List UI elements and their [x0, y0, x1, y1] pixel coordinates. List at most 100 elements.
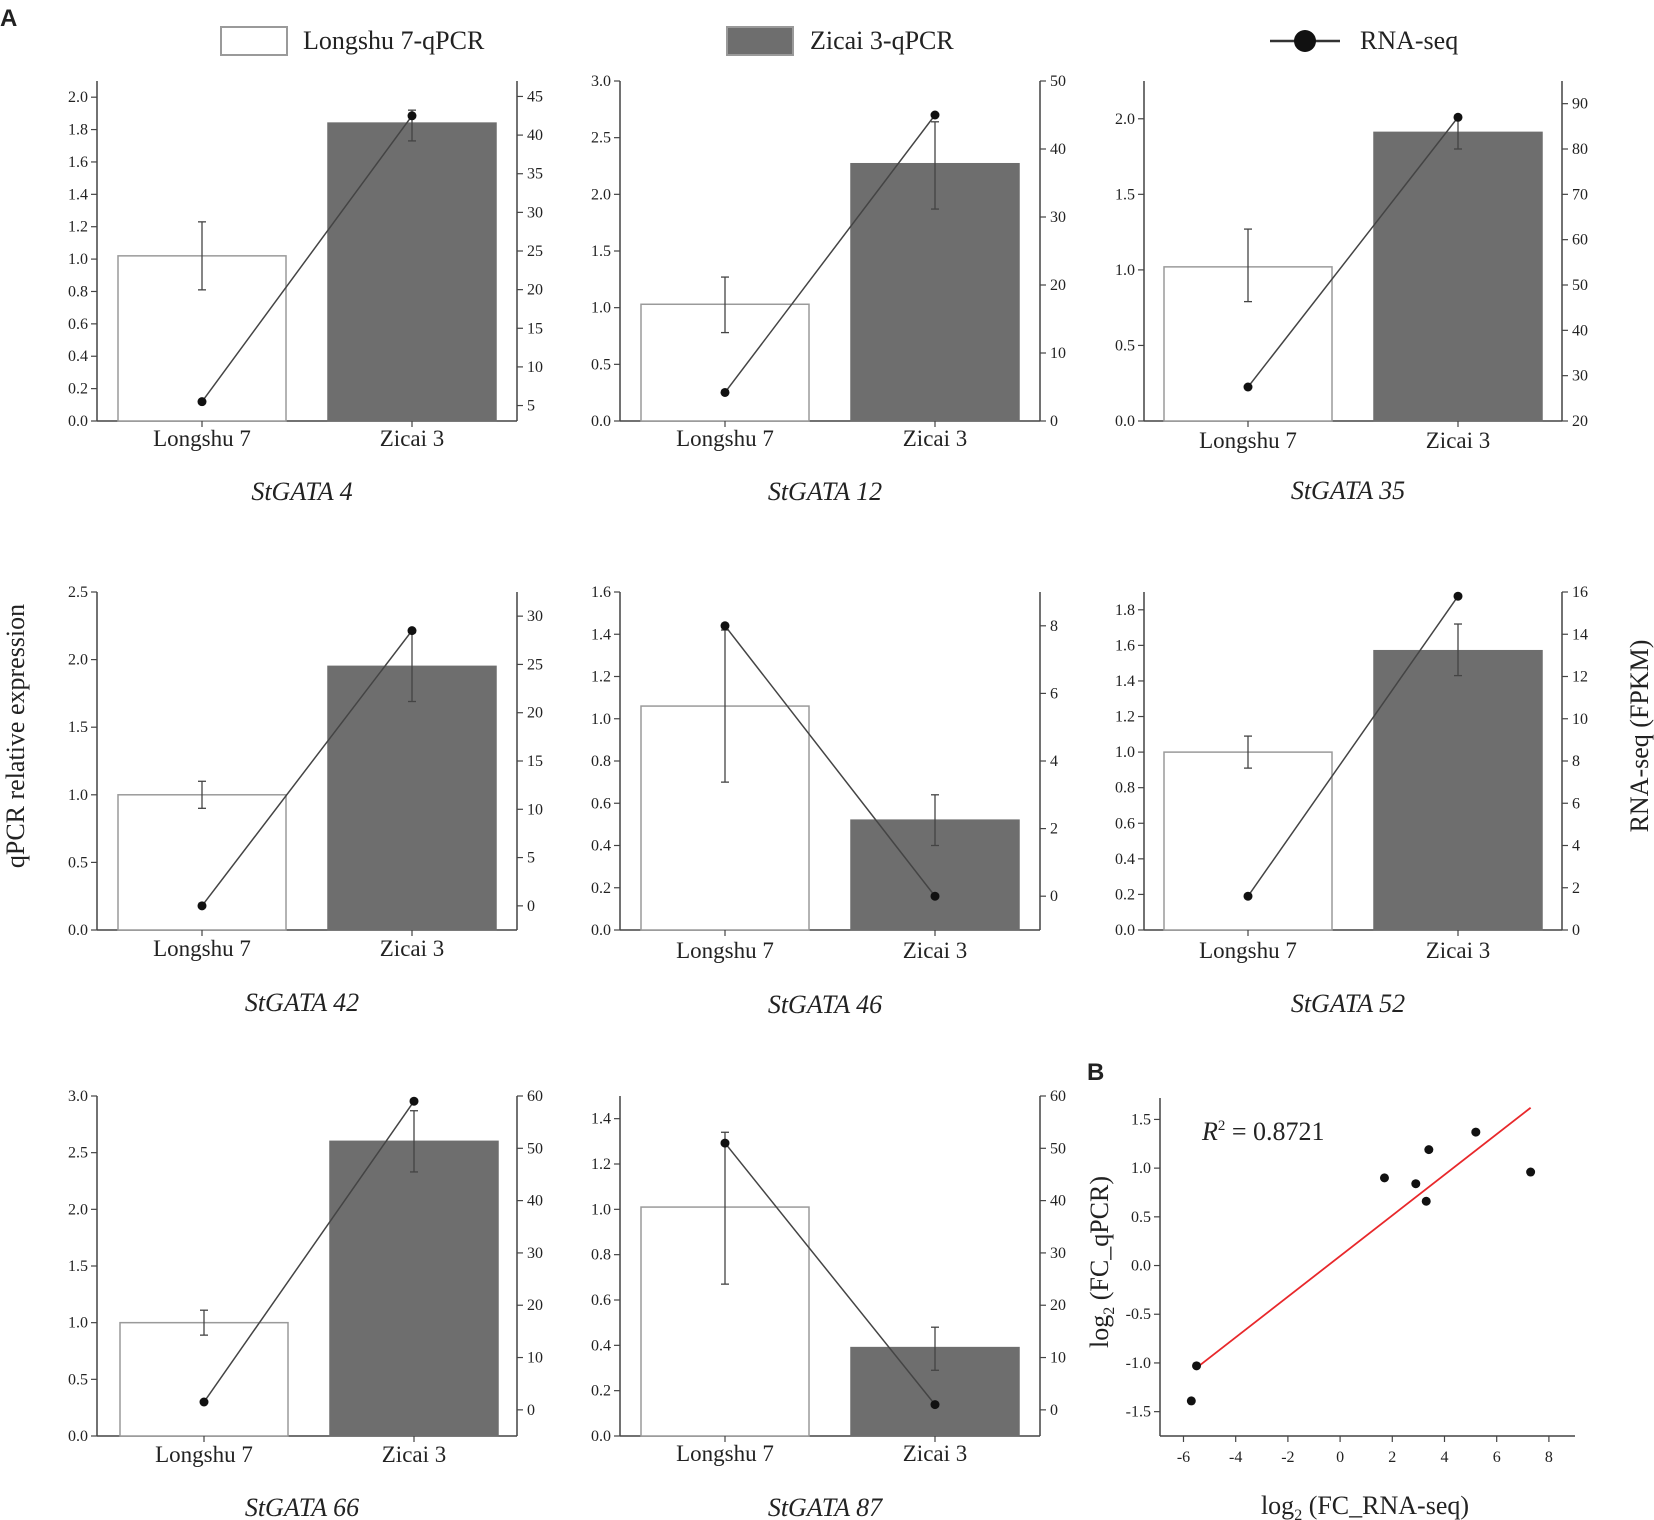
- x-category-label: Zicai 3: [1426, 428, 1491, 453]
- rna-seq-line: [201, 115, 413, 403]
- y2-tick-label: 80: [1572, 141, 1588, 158]
- x-category-label: Zicai 3: [1426, 938, 1491, 963]
- y2-tick-label: 60: [1572, 232, 1588, 249]
- y2-tick-label: 40: [1050, 141, 1066, 158]
- y2-tick-label: 30: [527, 1245, 543, 1262]
- y2-tick-label: 10: [1050, 1350, 1066, 1367]
- y2-tick-label: 15: [527, 320, 543, 337]
- chart-panel-2: 0.0 0.5 1.0 1.5 2.0 2.5 3.0 0 10 20 30 40 50 Longshu …: [591, 73, 1066, 506]
- y2-tick-label: 20: [527, 1297, 543, 1314]
- bar-longshu-7: [1163, 751, 1333, 931]
- y2-tick-label: 0: [527, 1402, 535, 1419]
- y2-tick-label: 0: [527, 898, 535, 915]
- y-tick-label: 1.0: [68, 787, 88, 804]
- x-category-label: Longshu 7: [1199, 938, 1297, 963]
- y-tick-label: 2.0: [68, 652, 88, 669]
- y-tick-label: 2.0: [591, 186, 611, 203]
- y-tick-label: 0.2: [68, 381, 88, 398]
- y-tick-label: 0.2: [591, 880, 611, 897]
- y-tick-label: 2.0: [1115, 111, 1135, 128]
- y-tick-label: 0.5: [1115, 337, 1135, 354]
- y-tick-label: 0.8: [591, 753, 611, 770]
- scatter-point: [1421, 1196, 1431, 1206]
- y-tick-label: 1.4: [68, 186, 88, 203]
- y-tick-label: 0.4: [591, 1337, 611, 1354]
- y-tick-label: 1.2: [1115, 709, 1135, 726]
- y2-tick-label: 45: [527, 88, 543, 105]
- bar-longshu-7: [119, 1321, 289, 1437]
- scatter-y-tick-label: 0.0: [1131, 1258, 1151, 1275]
- scatter-point: [1471, 1127, 1481, 1137]
- scatter-x-tick-label: -6: [1177, 1449, 1190, 1466]
- y-tick-label: 1.0: [1115, 262, 1135, 279]
- rna-seq-line: [1247, 116, 1459, 388]
- bar-zicai-3: [1373, 649, 1543, 931]
- y-tick-label: 0.4: [68, 348, 88, 365]
- y-tick-label: 1.5: [591, 243, 611, 260]
- scatter-y-label: log2 (FC_qPCR): [1085, 1176, 1118, 1348]
- rna-seq-line: [724, 625, 936, 897]
- y-tick-label: 2.5: [591, 130, 611, 147]
- y2-tick-label: 10: [527, 1350, 543, 1367]
- y-tick-label: 0.0: [68, 413, 88, 430]
- y-tick-label: 1.8: [1115, 602, 1135, 619]
- scatter-y-tick-label: -1.5: [1126, 1404, 1151, 1421]
- y-tick-label: 0.0: [591, 922, 611, 939]
- rna-seq-point-longshu-7: [197, 397, 207, 407]
- scatter-y-tick-label: -0.5: [1126, 1306, 1151, 1323]
- y2-tick-label: 8: [1572, 753, 1580, 770]
- rna-seq-point-longshu-7: [720, 387, 730, 397]
- legend-label-zicai-qpcr: Zicai 3-qPCR: [810, 26, 954, 55]
- rna-seq-point-zicai-3: [930, 110, 940, 120]
- y2-tick-label: 10: [1572, 711, 1588, 728]
- y2-tick-label: 5: [527, 398, 535, 415]
- x-category-label: Zicai 3: [382, 1442, 447, 1467]
- y-tick-label: 1.0: [591, 300, 611, 317]
- y2-tick-label: 40: [527, 127, 543, 144]
- y2-tick-label: 50: [1050, 1140, 1066, 1157]
- y2-tick-label: 90: [1572, 96, 1588, 113]
- regression-line: [1195, 1107, 1532, 1369]
- y-tick-label: 0.5: [68, 1371, 88, 1388]
- y2-tick-label: 60: [1050, 1088, 1066, 1105]
- scatter-x-tick-label: 4: [1440, 1449, 1448, 1466]
- scatter-y-tick-label: 1.5: [1131, 1111, 1151, 1128]
- y-tick-label: 2.5: [68, 1145, 88, 1162]
- y-tick-label: 1.0: [68, 251, 88, 268]
- y-tick-label: 1.0: [68, 1315, 88, 1332]
- y-tick-label: 0.6: [591, 1292, 611, 1309]
- scatter-x-label: log2 (FC_RNA-seq): [1261, 1491, 1469, 1520]
- bar-zicai-3: [327, 122, 497, 422]
- rna-seq-point-zicai-3: [930, 1400, 940, 1410]
- y-tick-label: 0.2: [1115, 886, 1135, 903]
- y2-tick-label: 30: [527, 608, 543, 625]
- scatter-point: [1424, 1145, 1434, 1155]
- scatter-point: [1411, 1179, 1421, 1189]
- chart-panel-5: 0.0 0.2 0.4 0.6 0.8 1.0 1.2 1.4 1.6 0 2 4 6 8 Longshu …: [591, 584, 1058, 1019]
- scatter-x-tick-label: 0: [1336, 1449, 1344, 1466]
- y-tick-label: 0.0: [68, 922, 88, 939]
- x-category-label: Longshu 7: [155, 1442, 253, 1467]
- y2-tick-label: 0: [1050, 413, 1058, 430]
- scatter-x-tick-label: 6: [1493, 1449, 1501, 1466]
- chart-panel-8: 0.0 0.2 0.4 0.6 0.8 1.0 1.2 1.4 0 10 20 30 40 50 60 Lon…: [591, 1088, 1066, 1520]
- y-tick-label: 1.0: [591, 1201, 611, 1218]
- y2-tick-label: 30: [1572, 368, 1588, 385]
- bar-zicai-3: [327, 665, 497, 931]
- y-tick-label: 0.0: [1115, 922, 1135, 939]
- y2-tick-label: 60: [527, 1088, 543, 1105]
- y2-tick-label: 50: [1050, 73, 1066, 90]
- legend-label-rna-seq: RNA-seq: [1360, 26, 1458, 55]
- x-category-label: Zicai 3: [380, 426, 445, 451]
- rna-seq-line: [203, 1100, 415, 1403]
- panel-a-label: A: [0, 5, 17, 32]
- y-tick-label: 1.0: [1115, 744, 1135, 761]
- y2-tick-label: 8: [1050, 618, 1058, 635]
- x-category-label: Longshu 7: [153, 426, 251, 451]
- y-tick-label: 3.0: [68, 1088, 88, 1105]
- scatter-y-tick-label: -1.0: [1126, 1355, 1151, 1372]
- rna-seq-line: [201, 630, 413, 907]
- y2-tick-label: 20: [527, 705, 543, 722]
- rna-seq-point-longshu-7: [1243, 382, 1253, 392]
- y-tick-label: 0.4: [1115, 851, 1135, 868]
